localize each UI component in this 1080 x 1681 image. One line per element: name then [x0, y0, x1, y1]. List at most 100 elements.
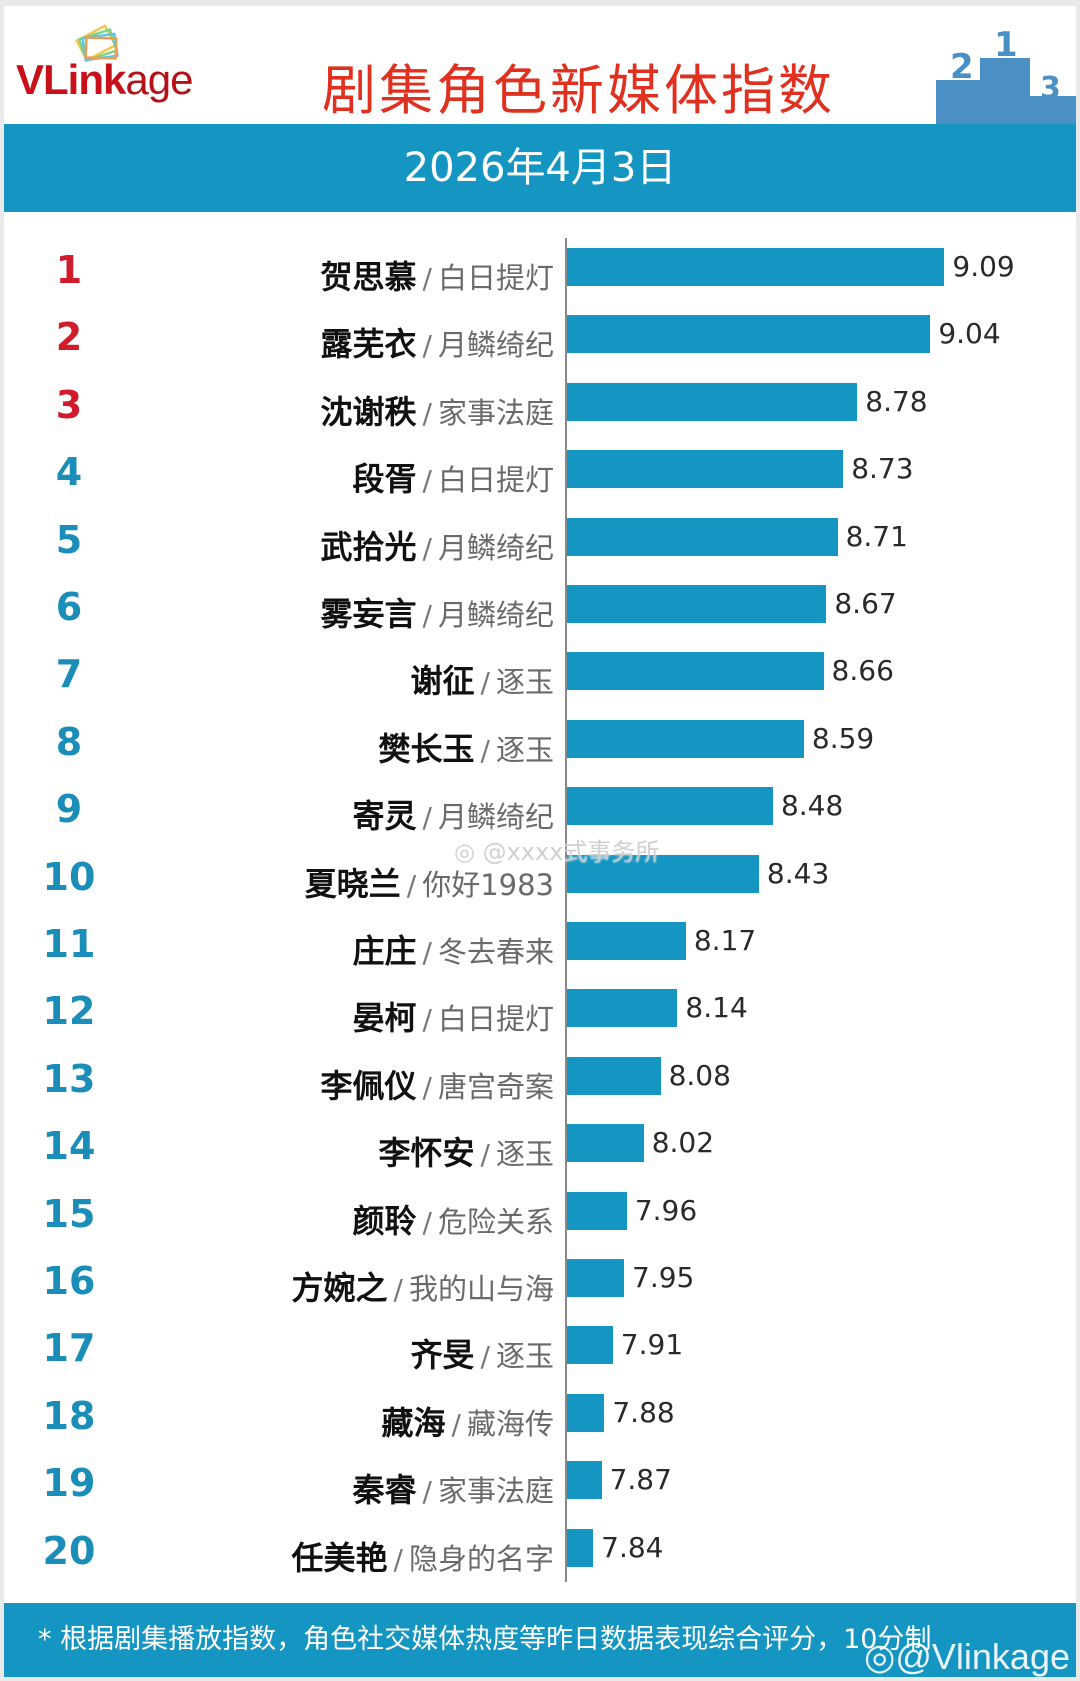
row-label: 庄庄 / 冬去春来	[353, 926, 554, 972]
podium-123-icon: 2 1 3	[936, 25, 1076, 126]
logo-cards-icon	[75, 24, 119, 62]
label-separator: /	[393, 1273, 403, 1306]
show-title: 月鳞绮纪	[437, 598, 554, 632]
score-value: 7.95	[632, 1261, 695, 1294]
chart-row: 3 沈谢秩 / 家事法庭 8.78	[4, 377, 1076, 437]
rank-number: 10	[42, 854, 96, 899]
character-name: 藏海	[381, 1403, 446, 1442]
rank-number: 12	[42, 989, 96, 1034]
infographic-frame: VLinkage 剧集角色新媒体指数 2 1 3 2026年4月3日 1 贺思慕 /…	[4, 6, 1076, 1677]
footnote-banner: * 根据剧集播放指数，角色社交媒体热度等昨日数据表现综合评分，10分制	[4, 1603, 1076, 1677]
row-label: 李佩仪 / 唐宫奇案	[321, 1061, 554, 1107]
score-value: 8.71	[845, 519, 908, 553]
chart-row: 5 武拾光 / 月鳞绮纪 8.71	[4, 512, 1076, 572]
score-bar	[567, 248, 945, 286]
character-name: 贺思慕	[320, 258, 417, 296]
label-separator: /	[422, 801, 432, 835]
score-value: 8.48	[780, 789, 844, 823]
score-bar	[567, 1191, 627, 1230]
character-name: 谢征	[410, 662, 475, 701]
label-separator: /	[480, 733, 490, 767]
score-value: 8.66	[831, 654, 894, 688]
score-bar	[567, 1259, 625, 1297]
show-title: 你好1983	[422, 867, 554, 902]
show-title: 家事法庭	[437, 1474, 554, 1509]
score-bar	[567, 1056, 661, 1095]
score-value: 8.43	[766, 856, 830, 890]
score-value: 9.04	[938, 317, 1001, 351]
row-label: 雾妄言 / 月鳞绮纪	[321, 589, 554, 635]
chart-row: 1 贺思慕 / 白日提灯 9.09	[4, 242, 1076, 302]
label-separator: /	[422, 1070, 432, 1104]
score-bar	[567, 1528, 594, 1567]
row-label: 沈谢秩 / 家事法庭	[321, 387, 554, 433]
chart-row: 7 谢征 / 逐玉 8.66	[4, 646, 1076, 706]
score-value: 7.87	[609, 1463, 672, 1497]
rank-number: 13	[42, 1056, 96, 1101]
show-title: 白日提灯	[437, 1002, 554, 1037]
show-title: 家事法庭	[437, 395, 554, 430]
character-name: 李佩仪	[320, 1066, 417, 1105]
show-title: 危险关系	[437, 1204, 554, 1239]
score-value: 8.02	[651, 1126, 715, 1160]
rank-number: 1	[55, 248, 83, 292]
rank-number: 4	[55, 450, 83, 495]
character-name: 李怀安	[378, 1134, 475, 1173]
chart-row: 20 任美艳 / 隐身的名字 7.84	[4, 1523, 1076, 1583]
row-label: 樊长玉 / 逐玉	[379, 724, 554, 770]
score-value: 8.14	[685, 991, 748, 1025]
character-name: 庄庄	[352, 932, 417, 970]
label-separator: /	[422, 531, 432, 565]
score-value: 8.78	[865, 384, 928, 418]
label-separator: /	[393, 1542, 403, 1576]
row-label: 齐旻 / 逐玉	[411, 1330, 554, 1376]
label-separator: /	[422, 396, 432, 430]
chart-row: 2 露芜衣 / 月鳞绮纪 9.04	[4, 309, 1076, 369]
chart-row: 14 李怀安 / 逐玉 8.02	[4, 1118, 1076, 1178]
row-label: 露芜衣 / 月鳞绮纪	[321, 319, 554, 365]
score-value: 8.08	[668, 1058, 731, 1092]
logo-suffix-text: age	[125, 56, 193, 103]
svg-text:1: 1	[994, 25, 1018, 65]
score-bar	[567, 854, 759, 893]
label-separator: /	[451, 1407, 461, 1441]
chart-row: 9 寄灵 / 月鳞绮纪 8.48	[4, 781, 1076, 841]
score-value: 7.96	[634, 1193, 698, 1227]
label-separator: /	[422, 599, 432, 632]
character-name: 露芜衣	[320, 325, 417, 364]
score-bar	[567, 652, 824, 691]
label-separator: /	[422, 936, 432, 969]
row-label: 寄灵 / 月鳞绮纪	[353, 791, 554, 837]
character-name: 方婉之	[291, 1269, 388, 1307]
chart-axis-line	[565, 238, 567, 1582]
chart-row: 8 樊长玉 / 逐玉 8.59	[4, 714, 1076, 774]
chart-row: 12 晏柯 / 白日提灯 8.14	[4, 983, 1076, 1043]
rank-number: 2	[55, 315, 83, 360]
rank-number: 18	[42, 1393, 96, 1438]
row-label: 李怀安 / 逐玉	[379, 1128, 554, 1174]
character-name: 雾妄言	[320, 595, 417, 633]
character-name: 沈谢秩	[320, 392, 417, 431]
character-name: 颜聆	[352, 1201, 417, 1240]
score-value: 7.91	[620, 1328, 684, 1362]
label-separator: /	[422, 1475, 432, 1509]
show-title: 我的山与海	[408, 1272, 554, 1306]
rank-number: 20	[42, 1528, 96, 1573]
row-label: 晏柯 / 白日提灯	[353, 993, 554, 1039]
show-title: 白日提灯	[437, 261, 554, 295]
rank-number: 14	[42, 1124, 96, 1169]
chart-row: 6 雾妄言 / 月鳞绮纪 8.67	[4, 579, 1076, 639]
show-title: 月鳞绮纪	[437, 530, 554, 565]
ranking-bar-chart: 1 贺思慕 / 白日提灯 9.09 2 露芜衣 / 月鳞绮纪 9.04 3 沈谢秩 / 家事法庭 8.78 4…	[4, 212, 1076, 1602]
score-value: 9.09	[952, 250, 1015, 283]
character-name: 夏晓兰	[304, 864, 401, 903]
rank-number: 15	[42, 1191, 96, 1236]
show-title: 月鳞绮纪	[437, 328, 554, 363]
show-title: 逐玉	[495, 1137, 554, 1172]
svg-text:2: 2	[950, 47, 974, 87]
rank-number: 11	[42, 922, 96, 966]
row-label: 贺思慕 / 白日提灯	[321, 252, 554, 298]
show-title: 冬去春来	[437, 935, 554, 969]
score-bar	[567, 1393, 605, 1432]
label-separator: /	[422, 1003, 432, 1037]
